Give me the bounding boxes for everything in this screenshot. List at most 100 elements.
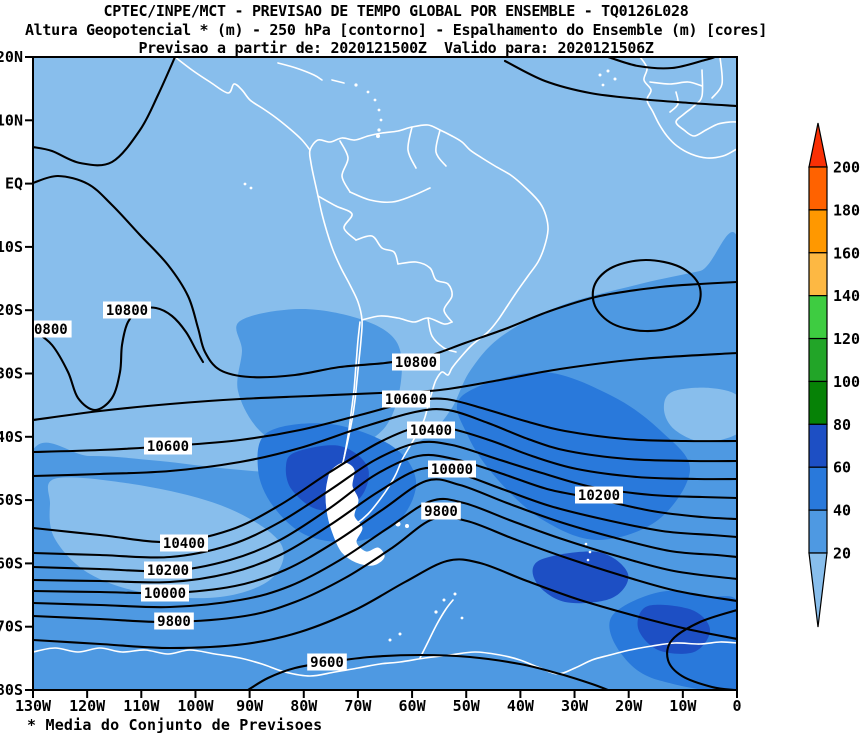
colorbar-segment bbox=[808, 337, 828, 383]
border-colombia-peru bbox=[317, 195, 357, 241]
contour-label: 0800 bbox=[34, 322, 68, 338]
contour-label-box bbox=[103, 301, 151, 319]
colorbar-segment bbox=[808, 209, 828, 254]
colorbar-segment bbox=[808, 466, 828, 511]
coastlines bbox=[33, 57, 737, 677]
small-island bbox=[442, 598, 446, 602]
lat-tick-label: 80S bbox=[0, 681, 23, 699]
contour-9900 bbox=[33, 497, 737, 609]
contour-label-box bbox=[307, 653, 347, 671]
lon-tick-label: 100W bbox=[177, 697, 214, 715]
chart-header: CPTEC/INPE/MCT - PREVISAO DE TEMPO GLOBA… bbox=[0, 2, 792, 58]
colorbar-tick-label: 200 bbox=[833, 159, 860, 177]
small-island bbox=[388, 638, 392, 642]
small-island bbox=[460, 616, 464, 620]
lat-tick-label: 40S bbox=[0, 428, 23, 446]
africa-border-4 bbox=[711, 57, 724, 99]
contour-10500 bbox=[33, 408, 737, 478]
lon-tick-label: 110W bbox=[123, 697, 160, 715]
lon-tick-label: 60W bbox=[399, 697, 427, 715]
small-island bbox=[586, 558, 590, 562]
small-island bbox=[434, 610, 438, 614]
small-island bbox=[366, 90, 370, 94]
lat-tick-label: 30S bbox=[0, 365, 23, 383]
colorbar-tick-label: 20 bbox=[833, 545, 851, 563]
small-island bbox=[379, 118, 383, 122]
border-venezuela-brazil bbox=[349, 187, 431, 204]
small-island bbox=[606, 69, 610, 73]
contour-10900-north bbox=[33, 57, 177, 167]
contour-label: 9600 bbox=[310, 655, 344, 671]
lat-tick-label: 60S bbox=[0, 554, 23, 572]
africa-border-3 bbox=[669, 91, 680, 113]
border-peru-brazil bbox=[355, 234, 399, 265]
antarctic-peninsula bbox=[419, 599, 454, 659]
colorbar-tick-label: 80 bbox=[833, 416, 851, 434]
contour-label-box bbox=[382, 390, 430, 408]
contour-10100 bbox=[33, 466, 737, 584]
lon-tick-label: 20W bbox=[615, 697, 643, 715]
colorbar-tick-label: 100 bbox=[833, 373, 860, 391]
lat-tick-label: 10N bbox=[0, 111, 23, 129]
small-island bbox=[376, 134, 380, 138]
contour-label: 10200 bbox=[147, 563, 189, 579]
contour-label-box bbox=[144, 437, 192, 455]
colorbar-tick-label: 160 bbox=[833, 244, 860, 262]
lon-tick-label: 120W bbox=[69, 697, 106, 715]
lon-tick-label: 10W bbox=[669, 697, 697, 715]
colorbar-segment bbox=[808, 295, 828, 340]
africa-coastline bbox=[639, 57, 737, 159]
border-chile-argentina bbox=[343, 321, 361, 459]
geopotential-contour-lines bbox=[33, 57, 737, 690]
small-island bbox=[453, 592, 457, 596]
contour-label: 9800 bbox=[157, 614, 191, 630]
contour-label-box bbox=[33, 320, 72, 338]
lat-tick-label: 20S bbox=[0, 301, 23, 319]
central-america-coastline bbox=[174, 57, 311, 151]
antarctica-coastline bbox=[33, 641, 737, 677]
border-paraguay bbox=[427, 317, 457, 353]
chart-title-line3: Previsao a partir de: 2020121500Z Valido… bbox=[138, 39, 654, 57]
cuba-island bbox=[277, 62, 323, 81]
contour-label: 10800 bbox=[106, 303, 148, 319]
lon-tick-label: 30W bbox=[561, 697, 589, 715]
border-guyana bbox=[407, 126, 417, 169]
lon-tick-label: 50W bbox=[453, 697, 481, 715]
colorbar-tick-label: 180 bbox=[833, 201, 860, 219]
contour-label: 10600 bbox=[385, 392, 427, 408]
colorbar-segment bbox=[808, 423, 828, 468]
latitude-axis: 20N 10N EQ 10S 20S 30S 40S 50S 60S 70S 80S bbox=[0, 48, 33, 699]
colorbar-segment bbox=[808, 252, 828, 297]
small-island bbox=[601, 83, 605, 87]
contour-9700 bbox=[33, 558, 737, 650]
contour-10300 bbox=[33, 440, 737, 559]
lat-tick-label: EQ bbox=[5, 175, 23, 193]
contour-label: 10600 bbox=[147, 439, 189, 455]
hispaniola-island bbox=[331, 79, 345, 84]
contour-label: 10000 bbox=[431, 462, 473, 478]
contour-label-box bbox=[428, 460, 476, 478]
contour-label-box bbox=[160, 534, 208, 552]
lon-tick-label: 90W bbox=[236, 697, 264, 715]
small-island bbox=[249, 186, 253, 190]
south-america-coastline bbox=[308, 124, 549, 532]
contour-label: 10200 bbox=[578, 488, 620, 504]
spread-below-20-east-patch bbox=[663, 387, 737, 442]
spread-40-60-atlantic-band bbox=[456, 372, 691, 540]
small-island bbox=[398, 632, 402, 636]
lat-tick-label: 20N bbox=[0, 48, 23, 66]
lat-tick-label: 70S bbox=[0, 618, 23, 636]
footnote: * Media do Conjunto de Previsoes bbox=[27, 716, 323, 734]
small-island bbox=[243, 182, 247, 186]
small-island bbox=[377, 108, 381, 112]
contour-label-box bbox=[392, 353, 440, 371]
contour-label-box bbox=[575, 486, 623, 504]
small-island bbox=[377, 128, 381, 132]
border-argentina-north bbox=[361, 315, 453, 325]
lat-tick-label: 50S bbox=[0, 491, 23, 509]
contour-africa bbox=[503, 59, 737, 108]
border-colombia-venezuela bbox=[339, 140, 351, 193]
contour-label: 9800 bbox=[424, 504, 458, 520]
